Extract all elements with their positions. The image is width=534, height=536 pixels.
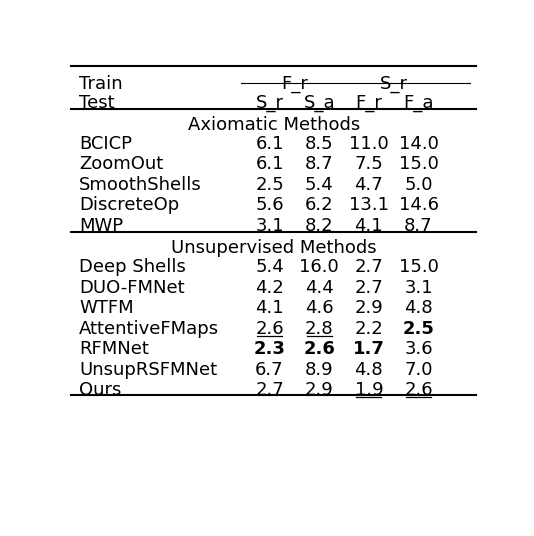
Text: Unsupervised Methods: Unsupervised Methods — [171, 240, 376, 257]
Text: 4.6: 4.6 — [305, 300, 334, 317]
Text: UnsupRSFMNet: UnsupRSFMNet — [79, 361, 217, 379]
Text: 4.7: 4.7 — [355, 176, 383, 194]
Text: Ours: Ours — [79, 382, 122, 399]
Text: Axiomatic Methods: Axiomatic Methods — [187, 116, 360, 134]
Text: 1.9: 1.9 — [355, 382, 383, 399]
Text: 7.0: 7.0 — [404, 361, 433, 379]
Text: 4.8: 4.8 — [404, 300, 433, 317]
Text: 4.2: 4.2 — [255, 279, 284, 297]
Text: RFMNet: RFMNet — [79, 340, 149, 359]
Text: 14.0: 14.0 — [398, 135, 438, 153]
Text: 5.4: 5.4 — [305, 176, 334, 194]
Text: 2.2: 2.2 — [355, 320, 383, 338]
Text: 8.9: 8.9 — [305, 361, 334, 379]
Text: 4.1: 4.1 — [255, 300, 284, 317]
Text: 8.7: 8.7 — [404, 217, 433, 235]
Text: 4.1: 4.1 — [355, 217, 383, 235]
Text: 2.7: 2.7 — [355, 279, 383, 297]
Text: 15.0: 15.0 — [398, 258, 438, 277]
Text: 5.0: 5.0 — [404, 176, 433, 194]
Text: F_r: F_r — [281, 75, 308, 93]
Text: 3.6: 3.6 — [404, 340, 433, 359]
Text: 2.7: 2.7 — [355, 258, 383, 277]
Text: 2.5: 2.5 — [255, 176, 284, 194]
Text: S_r: S_r — [256, 94, 284, 112]
Text: 16.0: 16.0 — [300, 258, 339, 277]
Text: DUO-FMNet: DUO-FMNet — [79, 279, 185, 297]
Text: 2.9: 2.9 — [355, 300, 383, 317]
Text: 2.6: 2.6 — [303, 340, 335, 359]
Text: 11.0: 11.0 — [349, 135, 389, 153]
Text: 1.7: 1.7 — [353, 340, 385, 359]
Text: 2.6: 2.6 — [404, 382, 433, 399]
Text: SmoothShells: SmoothShells — [79, 176, 202, 194]
Text: 8.7: 8.7 — [305, 155, 334, 173]
Text: 5.4: 5.4 — [255, 258, 284, 277]
Text: AttentiveFMaps: AttentiveFMaps — [79, 320, 219, 338]
Text: BCICP: BCICP — [79, 135, 132, 153]
Text: F_r: F_r — [356, 94, 382, 112]
Text: 6.2: 6.2 — [305, 196, 334, 214]
Text: MWP: MWP — [79, 217, 123, 235]
Text: S_r: S_r — [380, 75, 407, 93]
Text: 2.9: 2.9 — [305, 382, 334, 399]
Text: Train: Train — [79, 75, 123, 93]
Text: ZoomOut: ZoomOut — [79, 155, 163, 173]
Text: 3.1: 3.1 — [255, 217, 284, 235]
Text: S_a: S_a — [303, 94, 335, 112]
Text: 8.2: 8.2 — [305, 217, 334, 235]
Text: 6.1: 6.1 — [255, 155, 284, 173]
Text: 7.5: 7.5 — [355, 155, 383, 173]
Text: 15.0: 15.0 — [398, 155, 438, 173]
Text: 3.1: 3.1 — [404, 279, 433, 297]
Text: 4.4: 4.4 — [305, 279, 334, 297]
Text: Test: Test — [79, 94, 115, 112]
Text: F_a: F_a — [403, 94, 434, 112]
Text: 6.1: 6.1 — [255, 135, 284, 153]
Text: 2.6: 2.6 — [255, 320, 284, 338]
Text: 8.5: 8.5 — [305, 135, 334, 153]
Text: DiscreteOp: DiscreteOp — [79, 196, 179, 214]
Text: 2.7: 2.7 — [255, 382, 284, 399]
Text: Deep Shells: Deep Shells — [79, 258, 186, 277]
Text: 13.1: 13.1 — [349, 196, 389, 214]
Text: 14.6: 14.6 — [398, 196, 438, 214]
Text: 2.8: 2.8 — [305, 320, 334, 338]
Text: 2.3: 2.3 — [254, 340, 286, 359]
Text: 2.5: 2.5 — [403, 320, 435, 338]
Text: 6.7: 6.7 — [255, 361, 284, 379]
Text: 4.8: 4.8 — [355, 361, 383, 379]
Text: WTFM: WTFM — [79, 300, 134, 317]
Text: 5.6: 5.6 — [255, 196, 284, 214]
